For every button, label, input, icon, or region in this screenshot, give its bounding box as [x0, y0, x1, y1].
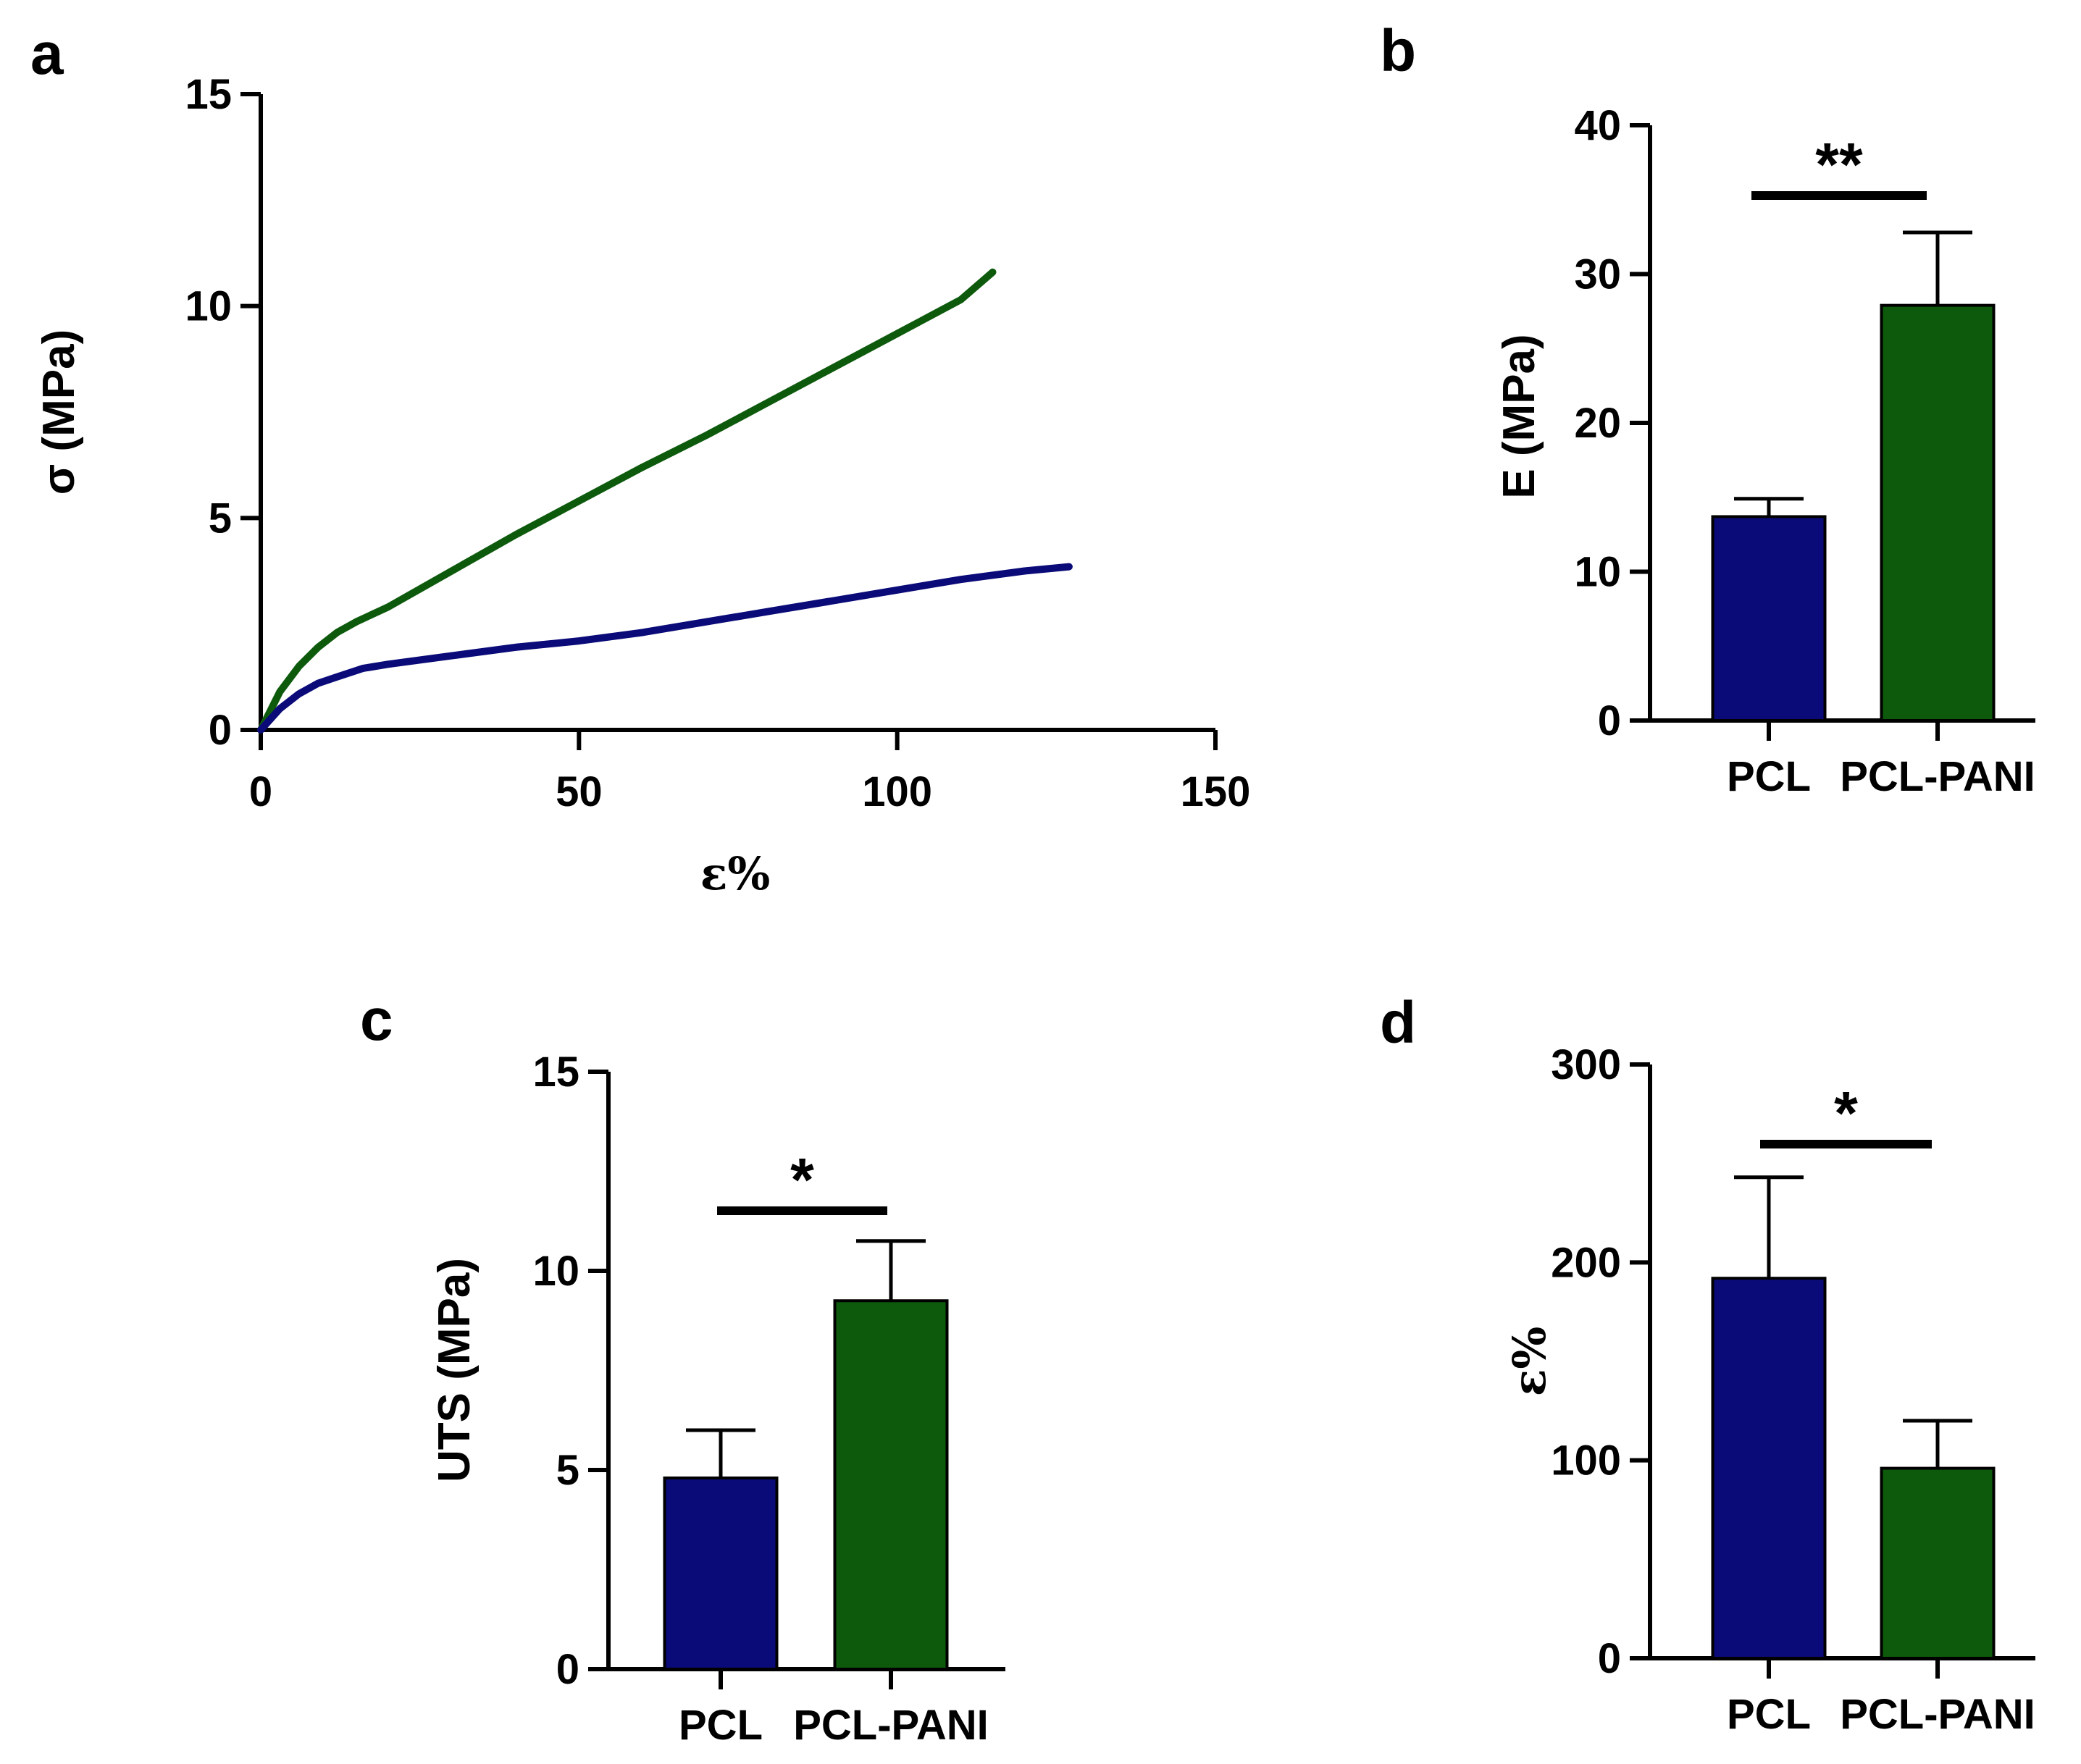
panel-d-category-label-pcl-pani: PCL-PANI [1840, 1691, 2035, 1738]
panel-b-bar-pcl-pani [1880, 303, 1996, 722]
panel-letter-a: a [30, 21, 64, 87]
panel-letter-d: d [1380, 990, 1416, 1056]
panel-b-bar-chart: 0 10 20 30 40 PCL PCL-PANI ** E (MPa) [1494, 102, 2035, 800]
panel-d-y-tick-label: 300 [1551, 1041, 1621, 1088]
panel-a-series-pcl-pani-line [257, 268, 997, 734]
panel-d-category-label-pcl: PCL [1727, 1691, 1811, 1738]
panel-b-y-axis-title: E (MPa) [1494, 334, 1544, 498]
panel-b-significance-label: ** [1815, 130, 1863, 198]
panel-c-y-tick-label: 15 [532, 1049, 579, 1096]
panel-c-y-tick-label: 10 [532, 1248, 579, 1295]
panel-c-bar-chart: 0 5 10 15 PCL PCL-PANI * UTS (MPa) [430, 1049, 1005, 1749]
panel-c-significance-label: * [790, 1146, 814, 1214]
panel-d-y-axis-title: ε% [1503, 1327, 1556, 1397]
panel-b-y-tick-label: 40 [1574, 102, 1621, 149]
panel-c-y-axis-title: UTS (MPa) [430, 1258, 480, 1482]
panel-letter-b: b [1380, 18, 1416, 84]
panel-a-y-axis-title: σ (MPa) [34, 329, 84, 495]
panel-a-x-axis-title: ε% [700, 847, 771, 900]
panel-d-bar-chart: 0 100 200 300 PCL PCL-PANI * ε% [1503, 1041, 2035, 1738]
panel-b-y-tick-label: 10 [1574, 549, 1621, 596]
panel-d-bar-pcl-pani [1880, 1466, 1996, 1660]
panel-a-x-tick-label: 150 [1181, 768, 1251, 815]
panel-b-y-tick-label: 0 [1598, 697, 1621, 744]
panel-c-category-label-pcl: PCL [679, 1702, 763, 1749]
panel-c-category-label-pcl-pani: PCL-PANI [793, 1702, 989, 1749]
panel-c-bar-pcl-pani [833, 1299, 949, 1671]
panel-d-bar-pcl [1711, 1277, 1827, 1660]
panel-c-y-tick-label: 5 [556, 1447, 579, 1494]
panel-a-x-tick-label: 100 [862, 768, 932, 815]
panel-c-y-tick-label: 0 [556, 1646, 579, 1693]
panel-c-bar-pcl [663, 1477, 779, 1671]
panel-a-y-tick-label: 0 [209, 707, 232, 754]
panel-b-category-label-pcl: PCL [1727, 753, 1811, 800]
panel-d-y-tick-label: 200 [1551, 1239, 1621, 1286]
panel-b-y-tick-label: 20 [1574, 400, 1621, 447]
panel-a-series-pcl-line [257, 563, 1073, 734]
panel-b-y-tick-label: 30 [1574, 251, 1621, 298]
panel-a-y-tick-label: 15 [185, 71, 232, 118]
panel-a-y-tick-label: 5 [209, 495, 232, 542]
panel-b-bar-pcl [1711, 515, 1827, 723]
panel-a-x-tick-label: 0 [249, 768, 272, 815]
panel-letter-c: c [360, 987, 393, 1053]
panel-a-y-tick-label: 10 [185, 283, 232, 330]
panel-b-category-label-pcl-pani: PCL-PANI [1840, 753, 2035, 800]
panel-d-significance-label: * [1834, 1079, 1858, 1147]
panel-d-y-tick-label: 0 [1598, 1635, 1621, 1682]
panel-d-y-tick-label: 100 [1551, 1437, 1621, 1484]
panel-a-x-tick-label: 50 [556, 768, 603, 815]
